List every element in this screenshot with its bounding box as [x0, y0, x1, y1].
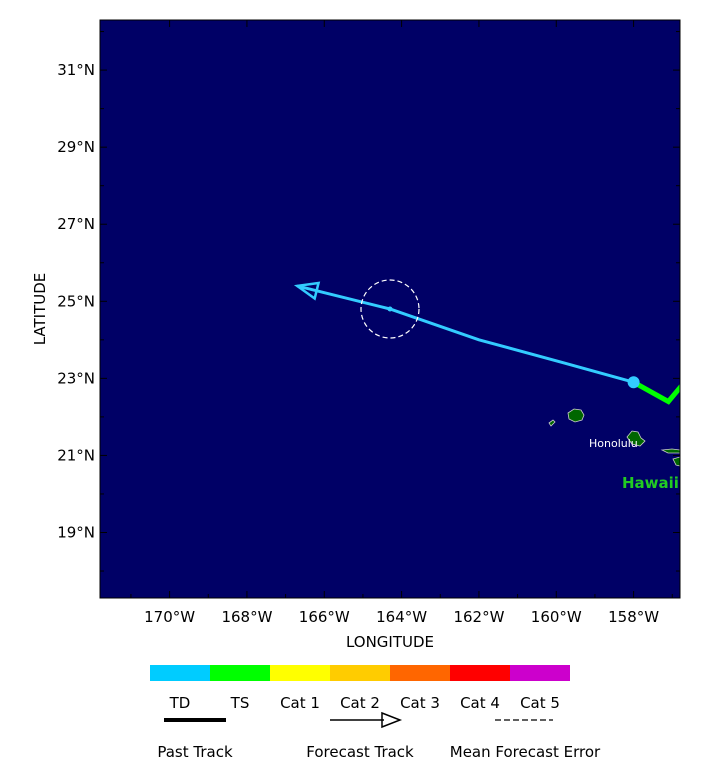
y-tick-label: 25°N	[57, 292, 95, 310]
legend-category-label: TS	[230, 694, 250, 712]
x-axis-title: LONGITUDE	[346, 633, 434, 651]
legend-category-label: Cat 2	[340, 694, 380, 712]
y-tick-label: 21°N	[57, 446, 95, 464]
past-track-line	[632, 380, 680, 405]
legend: TD TS Cat 1 Cat 2 Cat 3 Cat 4 Cat 5 Past Track…	[150, 665, 601, 761]
hawaii-label: Hawaii	[622, 474, 679, 492]
y-axis-title: LATITUDE	[31, 273, 49, 346]
x-tick-label: 166°W	[299, 608, 350, 626]
mean-error-legend-label: Mean Forecast Error	[450, 743, 601, 759]
y-tick-label: 31°N	[57, 61, 95, 79]
legend-swatch	[270, 665, 330, 681]
legend-category-label: Cat 4	[460, 694, 500, 712]
forecast-track-legend-label: Forecast Track	[306, 743, 414, 759]
island-molokai	[660, 448, 680, 454]
hawaiian-islands	[548, 408, 680, 467]
x-tick-label: 168°W	[221, 608, 272, 626]
legend-category-label: Cat 1	[280, 694, 320, 712]
legend-category-labels: TD TS Cat 1 Cat 2 Cat 3 Cat 4 Cat 5	[169, 694, 560, 712]
legend-swatch	[510, 665, 570, 681]
legend-swatch	[210, 665, 270, 681]
island-maui	[672, 456, 680, 467]
forecast-track-line	[296, 284, 635, 384]
legend-color-bar	[150, 665, 570, 681]
island-niihau	[548, 419, 556, 427]
legend-swatch	[390, 665, 450, 681]
x-tick-label: 162°W	[453, 608, 504, 626]
island-oahu	[626, 430, 646, 447]
x-tick-label: 164°W	[376, 608, 427, 626]
x-tick-label: 170°W	[144, 608, 195, 626]
y-tick-label: 29°N	[57, 138, 95, 156]
forecast-track-legend-arrow-icon	[381, 711, 403, 729]
legend-category-label: TD	[169, 694, 191, 712]
legend-swatch	[330, 665, 390, 681]
island-kauai	[567, 408, 585, 423]
x-tick-label: 158°W	[608, 608, 659, 626]
track-layer	[293, 279, 680, 405]
y-tick-label: 19°N	[57, 523, 95, 541]
legend-category-label: Cat 3	[400, 694, 440, 712]
axis-ticks: 170°W 168°W 166°W 164°W 162°W 160°W 158°W 31°N 2…	[57, 20, 680, 626]
honolulu-label: Honolulu	[589, 437, 638, 450]
map-content: Honolulu Hawaii	[293, 279, 680, 492]
x-tick-label: 160°W	[531, 608, 582, 626]
forecast-point	[387, 306, 393, 312]
legend-category-label: Cat 5	[520, 694, 560, 712]
forecast-arrowhead-icon	[293, 281, 321, 301]
past-track-legend-label: Past Track	[157, 743, 233, 759]
y-tick-label: 23°N	[57, 369, 95, 387]
y-tick-label: 27°N	[57, 215, 95, 233]
current-position-marker	[627, 376, 640, 389]
legend-swatch	[150, 665, 210, 681]
plot-frame	[99, 19, 681, 599]
forecast-error-circle	[360, 279, 420, 339]
legend-swatch	[450, 665, 510, 681]
